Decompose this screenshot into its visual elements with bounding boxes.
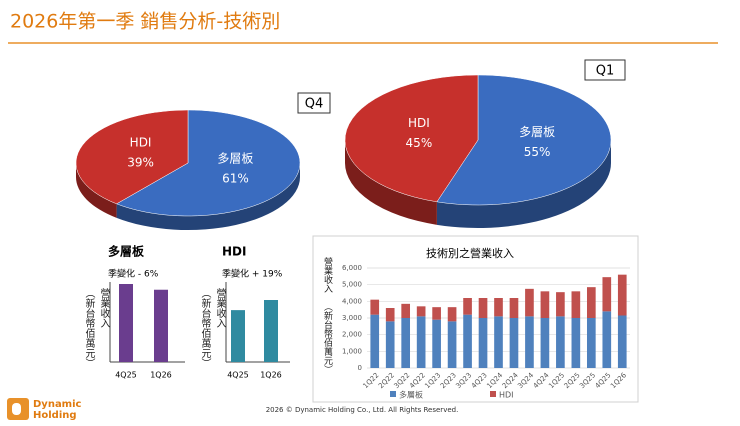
legend-marker (390, 391, 396, 397)
bar-segment (540, 291, 550, 318)
legend-label: 多層板 (399, 390, 423, 400)
pie-title: Q1 (596, 64, 615, 79)
pie-title-box (584, 59, 626, 81)
bar-segment (617, 315, 627, 368)
bar-segment (509, 298, 519, 318)
pie-side (436, 140, 611, 229)
pie-slice (344, 74, 479, 203)
bar (231, 310, 245, 362)
pie-title: Q4 (305, 97, 324, 112)
slice-label: HDI (130, 135, 152, 149)
x-tick-label: 4Q25 (227, 371, 249, 380)
pie-slice (75, 109, 189, 205)
bar (154, 289, 168, 362)
bar-segment (525, 288, 534, 317)
y-tick-label: 5,000 (342, 281, 362, 289)
bar-segment (416, 316, 426, 368)
bar-segment (586, 287, 596, 318)
bar-segment (463, 298, 472, 315)
pie-slice (116, 109, 301, 217)
y-tick-label: 1,000 (342, 347, 362, 355)
y-axis-label: 營業收入 (322, 257, 332, 293)
chart-title: 技術別之營業收入 (426, 246, 514, 260)
chart-frame (312, 235, 639, 403)
chart-title: 多層板 (108, 244, 145, 259)
bar-segment (540, 318, 550, 368)
slice-label: HDI (408, 116, 430, 130)
slice-label: 多層板 (217, 152, 253, 166)
bar-segment (556, 292, 565, 317)
slice-label: 多層板 (519, 125, 555, 139)
chart-subtitle: 季變化 + 19% (222, 268, 283, 280)
logo-text: Holding (33, 410, 77, 421)
slide-title: 2026年第一季 銷售分析-技術別 (10, 11, 280, 33)
slice-value: 55% (524, 145, 551, 159)
y-axis-label: 營業收入 (98, 288, 109, 328)
x-tick-label: 4Q25 (115, 371, 137, 380)
logo-text: Dynamic (33, 399, 82, 410)
slice-value: 45% (406, 136, 433, 150)
bar-segment (478, 298, 488, 318)
chart-title: HDI (222, 245, 246, 259)
slice-value: 39% (127, 155, 154, 169)
bar (264, 300, 278, 362)
y-tick-label: 2,000 (342, 331, 362, 339)
bar-segment (602, 311, 612, 368)
bar-segment (416, 306, 426, 317)
bar-segment (447, 321, 457, 368)
y-tick-label: 6,000 (342, 264, 362, 272)
bar-segment (586, 318, 596, 368)
pie-title-box (297, 92, 331, 114)
logo-icon-mark (12, 403, 21, 415)
pie-side (76, 163, 117, 218)
y-tick-label: 3,000 (342, 314, 362, 322)
bar-segment (401, 303, 411, 318)
bar-segment (602, 277, 612, 312)
bar-segment (370, 314, 380, 368)
bar-segment (509, 318, 519, 368)
bar-segment (478, 318, 488, 368)
bar-segment (447, 307, 457, 322)
y-axis-label: （新台幣佰萬元） (322, 302, 332, 374)
bar-segment (385, 308, 395, 322)
bar-segment (432, 319, 441, 368)
x-tick-label: 1Q26 (260, 371, 282, 380)
bar-segment (571, 318, 581, 368)
bar-segment (494, 316, 503, 368)
bar-segment (385, 321, 395, 368)
bar-segment (556, 316, 565, 368)
legend-marker (490, 391, 496, 397)
y-axis-label: 營業收入 (214, 288, 225, 328)
bar-segment (571, 291, 581, 318)
y-tick-label: 0 (358, 364, 362, 372)
bar-segment (617, 274, 627, 316)
bar-segment (370, 299, 380, 315)
pie-side (116, 163, 300, 230)
footer: 2026 © Dynamic Holding Co., Ltd. All Rig… (266, 406, 459, 414)
pie-slice (436, 74, 612, 206)
slice-value: 61% (222, 172, 249, 186)
y-tick-label: 4,000 (342, 297, 362, 305)
bar-segment (401, 318, 411, 368)
x-tick-label: 1Q26 (150, 371, 172, 380)
pie-side (345, 140, 437, 225)
y-axis-label: （新台幣佰萬元） (199, 288, 210, 368)
bar-segment (463, 314, 472, 368)
y-axis-label: （新台幣佰萬元） (83, 288, 94, 368)
legend-label: HDI (499, 391, 514, 400)
bar-segment (494, 298, 503, 317)
bar-segment (525, 316, 534, 368)
chart-subtitle: 季變化 - 6% (108, 268, 159, 280)
bar-segment (432, 307, 441, 320)
bar (119, 284, 133, 362)
